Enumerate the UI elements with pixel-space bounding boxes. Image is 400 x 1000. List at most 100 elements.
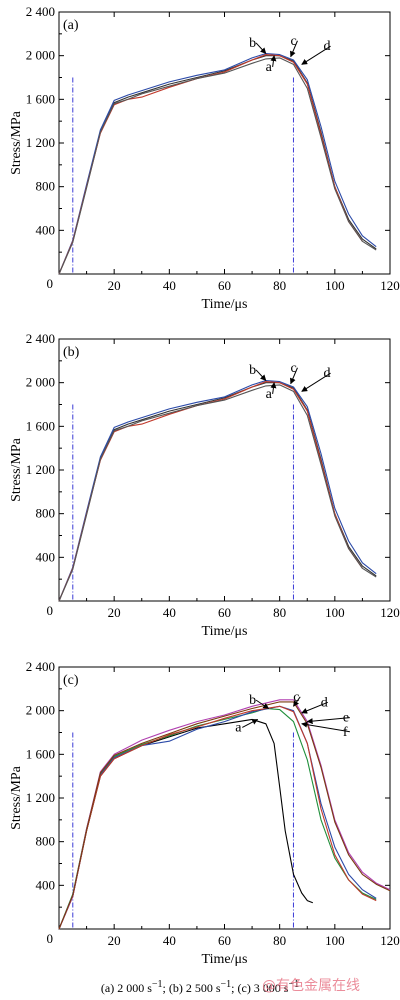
curve-label: a <box>266 60 273 75</box>
annotation-arrow <box>270 382 277 395</box>
y-axis-title: Stress/MPa <box>9 765 24 830</box>
series-line <box>58 705 377 930</box>
y-tick-label: 2 000 <box>26 48 55 63</box>
y-tick-label: 2 400 <box>26 4 55 19</box>
x-tick-label: 100 <box>325 605 345 620</box>
x-tick-label: 20 <box>108 933 121 948</box>
caption-part-c: ; (c) 3 000 s <box>231 981 289 995</box>
y-tick-label: 1 200 <box>26 462 55 477</box>
plot-frame <box>58 338 391 602</box>
series-line <box>58 705 377 930</box>
curve-label: a <box>235 720 242 735</box>
annotation-arrow <box>255 369 267 381</box>
x-tick-label: 60 <box>218 605 231 620</box>
annotation-arrow <box>270 55 277 68</box>
curve-label: a <box>266 387 273 402</box>
y-axis-title: Stress/MPa <box>9 437 24 502</box>
x-tick-label: 80 <box>273 278 286 293</box>
annotation-arrow <box>293 696 301 707</box>
annotation-arrow <box>301 45 331 65</box>
panel-label: (a) <box>63 18 79 33</box>
x-tick-label: 80 <box>273 933 286 948</box>
x-tick-label: 40 <box>163 933 176 948</box>
annotation-arrow <box>290 40 298 58</box>
origin-label: 0 <box>47 931 54 946</box>
curve-label: d <box>324 366 331 381</box>
series-line <box>58 699 391 930</box>
annotation-arrow <box>242 718 259 728</box>
panel-label: (b) <box>63 345 80 360</box>
x-axis-title: Time/μs <box>202 624 248 639</box>
x-tick-label: 60 <box>218 278 231 293</box>
series-line <box>58 54 363 275</box>
curve-label: b <box>249 363 256 378</box>
y-tick-label: 800 <box>36 179 56 194</box>
caption-part-b: ; (b) 2 500 s <box>162 981 221 995</box>
y-tick-label: 1 200 <box>26 790 55 805</box>
annotation-arrow <box>301 721 350 733</box>
annotation-arrow <box>290 367 298 385</box>
caption-part-a: (a) 2 000 s <box>100 981 152 995</box>
y-tick-label: 1 600 <box>26 91 55 106</box>
caption-sup-a: −1 <box>151 979 163 990</box>
curve-label: c <box>290 361 296 376</box>
curve-label: e <box>343 711 349 726</box>
y-tick-label: 2 000 <box>26 375 55 390</box>
annotation-arrow <box>306 717 350 725</box>
series-line <box>58 52 377 275</box>
caption-sup-c: −1 <box>288 979 300 990</box>
origin-label: 0 <box>47 603 54 618</box>
figure-caption: (a) 2 000 s−1; (b) 2 500 s−1; (c) 3 000 … <box>0 979 400 996</box>
x-tick-label: 100 <box>325 278 345 293</box>
y-tick-label: 1 600 <box>26 418 55 433</box>
y-tick-label: 800 <box>36 506 56 521</box>
y-tick-label: 400 <box>36 877 56 892</box>
x-tick-label: 60 <box>218 933 231 948</box>
y-tick-label: 400 <box>36 222 56 237</box>
series-line <box>58 707 377 930</box>
curve-label: c <box>290 34 296 49</box>
curve-label: b <box>249 693 256 708</box>
series-line <box>58 57 377 275</box>
x-axis-title: Time/μs <box>202 297 248 312</box>
x-axis-title: Time/μs <box>202 952 248 967</box>
x-tick-label: 120 <box>380 278 400 293</box>
annotation-arrow <box>301 701 328 714</box>
plot-frame <box>58 11 391 275</box>
y-tick-label: 1 600 <box>26 746 55 761</box>
annotation-arrow <box>301 372 331 392</box>
x-tick-label: 120 <box>380 933 400 948</box>
series-line <box>58 384 377 602</box>
y-tick-label: 400 <box>36 549 56 564</box>
plot-frame <box>58 666 391 930</box>
x-tick-label: 20 <box>108 278 121 293</box>
caption-sup-b: −1 <box>220 979 232 990</box>
y-tick-label: 2 400 <box>26 331 55 346</box>
watermark: @有色金属在线 <box>262 978 360 994</box>
x-tick-label: 120 <box>380 605 400 620</box>
curve-label: d <box>324 39 331 54</box>
y-tick-label: 2 000 <box>26 703 55 718</box>
annotation-arrow <box>255 699 270 709</box>
y-axis-title: Stress/MPa <box>9 110 24 175</box>
curve-label: d <box>321 695 328 710</box>
origin-label: 0 <box>47 276 54 291</box>
x-tick-label: 40 <box>163 605 176 620</box>
series-line <box>58 701 391 930</box>
x-tick-label: 20 <box>108 605 121 620</box>
series-line <box>58 718 314 930</box>
annotation-arrow <box>255 42 267 54</box>
y-tick-label: 1 200 <box>26 135 55 150</box>
curve-label: b <box>249 36 256 51</box>
panel-label: (c) <box>63 673 79 688</box>
y-tick-label: 2 400 <box>26 659 55 674</box>
x-tick-label: 40 <box>163 278 176 293</box>
curve-label: f <box>343 725 348 740</box>
series-line <box>58 379 377 602</box>
x-tick-label: 80 <box>273 605 286 620</box>
y-tick-label: 800 <box>36 834 56 849</box>
